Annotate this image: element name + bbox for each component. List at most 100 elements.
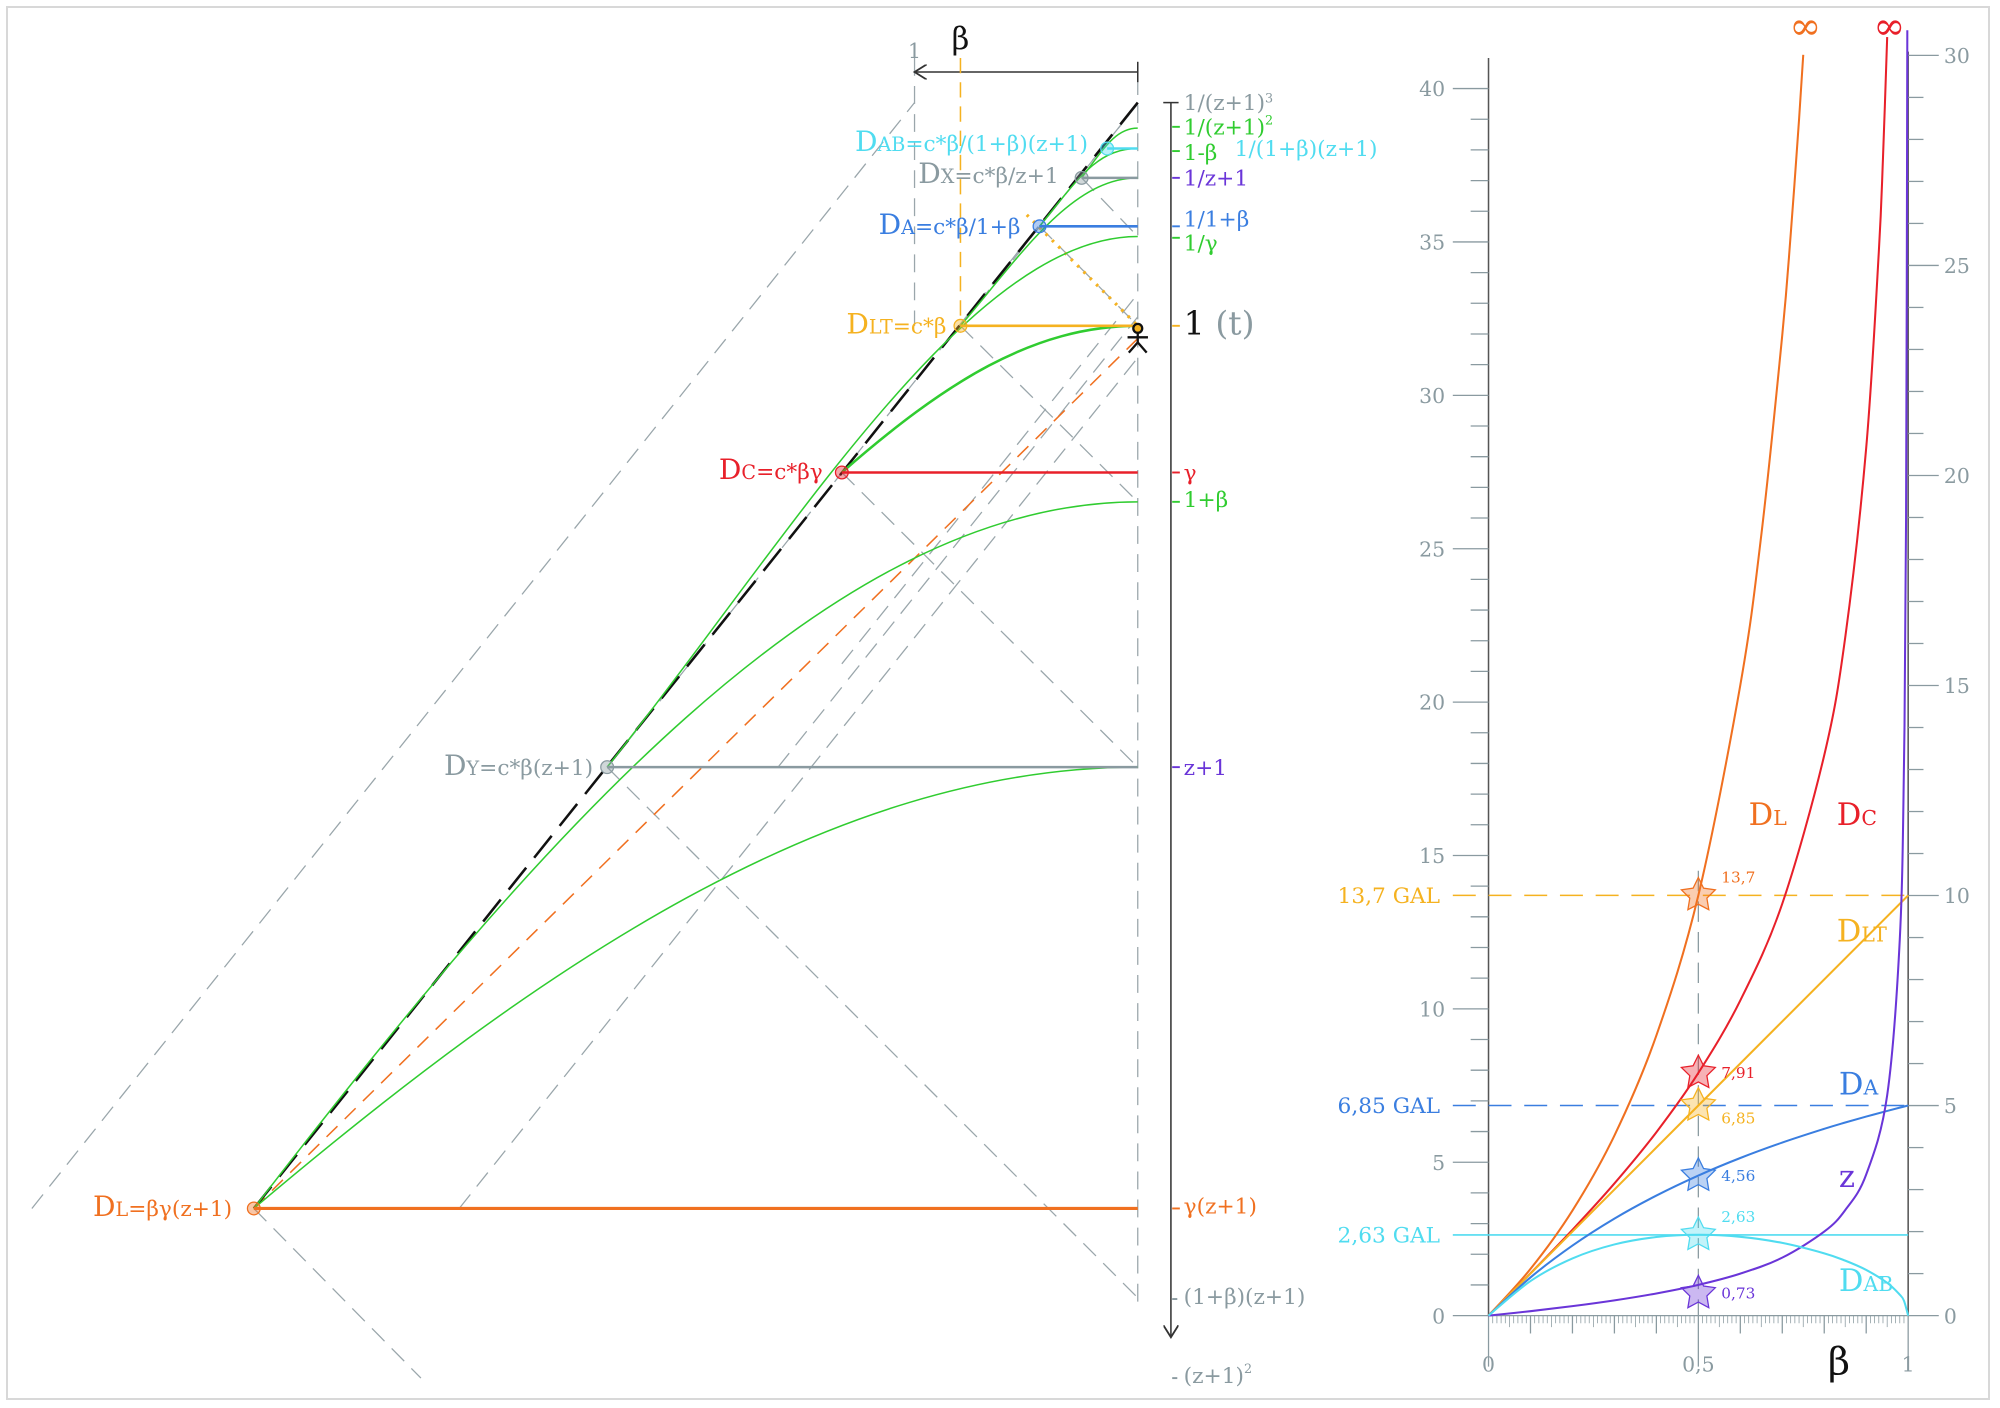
- dy-label: DY=c*β(z+1): [444, 749, 593, 782]
- marker-value-label: 4,56: [1721, 1167, 1755, 1185]
- tick-1b-z1: (1+β)(z+1): [1184, 1285, 1306, 1310]
- orange-dashed-line: [253, 338, 1139, 1210]
- tick-inv-z1-cubed: 1/(z+1)3: [1184, 91, 1274, 116]
- right-tick-label: 25: [1944, 254, 1970, 278]
- left-tick-label: 30: [1419, 384, 1445, 408]
- tick-inv-1b-z1: 1/(1+β)(z+1): [1235, 137, 1378, 162]
- left-tick-label: 15: [1419, 844, 1445, 868]
- series-label-DA: DA: [1839, 1068, 1879, 1103]
- dab-point: [1100, 141, 1115, 156]
- reference-label: 13,7 GAL: [1338, 884, 1441, 909]
- dab-label: DAB=c*β/(1+β)(z+1): [855, 125, 1088, 158]
- star-marker: [1680, 1156, 1717, 1192]
- marker-value-label: 7,91: [1721, 1064, 1755, 1082]
- tick-gamma: γ: [1184, 461, 1197, 486]
- light-cone-diagram: [31, 57, 1180, 1380]
- gray-dashed-lines: [31, 57, 1139, 1379]
- tick-z1-squared: (z+1)2: [1184, 1362, 1252, 1389]
- right-tick-label: 10: [1944, 884, 1970, 908]
- series-line-DA: [1487, 1104, 1909, 1317]
- left-tick-label: 20: [1419, 691, 1445, 715]
- tick-1-plus-beta: 1+β: [1184, 488, 1228, 513]
- figure-frame: [6, 6, 1990, 1400]
- green-curves: [253, 127, 1138, 1210]
- dl-label: DL=βγ(z+1): [93, 1190, 232, 1223]
- tick-inv-z1: 1/z+1: [1184, 167, 1248, 192]
- series-group: [1487, 30, 1910, 1317]
- left-tick-label: 10: [1419, 997, 1445, 1021]
- dlt-label: DLT=c*β: [846, 307, 946, 340]
- series-label-z: z: [1839, 1160, 1855, 1195]
- light-line: [252, 101, 1139, 1210]
- one-label: 1: [908, 39, 921, 63]
- dlt-point: [953, 318, 968, 333]
- series-label-main: z: [1839, 1160, 1855, 1195]
- right-tick-label: 15: [1944, 674, 1970, 698]
- tick-1-minus-beta: 1-β: [1184, 141, 1218, 166]
- series-line-DL: [1487, 54, 1805, 1317]
- right-tick-label: 5: [1944, 1094, 1957, 1118]
- series-label-DC: DC: [1837, 798, 1877, 833]
- dl-point: [246, 1201, 261, 1216]
- series-line-z: [1488, 30, 1909, 1317]
- x-tick-label: 0: [1482, 1353, 1495, 1377]
- star-marker: [1680, 876, 1717, 911]
- star-marker: [1680, 1053, 1717, 1089]
- x-tick-label: 1: [1902, 1353, 1915, 1377]
- tick-one-t: 1 (t): [1184, 304, 1255, 343]
- series-label-DLT: DLT: [1837, 914, 1887, 949]
- left-tick-label: 0: [1432, 1304, 1445, 1328]
- dc-point: [834, 465, 849, 480]
- tick-gamma-z1: γ(z+1): [1184, 1195, 1257, 1220]
- series-label-main: D: [1837, 914, 1862, 949]
- time-axis-ticks: [1172, 125, 1180, 1380]
- reference-label: 2,63 GAL: [1338, 1224, 1441, 1249]
- series-label-main: D: [1749, 798, 1774, 833]
- marker-value-label: 0,73: [1721, 1284, 1755, 1302]
- right-tick-label: 20: [1944, 464, 1970, 488]
- beta-label: β: [952, 22, 970, 57]
- right-tick-label: 0: [1944, 1304, 1957, 1328]
- infinity-label: ∞: [1789, 4, 1821, 49]
- left-tick-label: 25: [1419, 537, 1445, 561]
- series-label-DAB: DAB: [1839, 1264, 1893, 1299]
- right-tick-label: 30: [1944, 44, 1970, 68]
- dc-label: DC=c*βγ: [719, 453, 823, 486]
- tick-z-plus-1: z+1: [1184, 756, 1227, 781]
- series-line-DAB: [1487, 1233, 1910, 1317]
- dx-point: [1074, 170, 1089, 185]
- reference-label: 6,85 GAL: [1338, 1094, 1441, 1119]
- marker-value-label: 6,85: [1721, 1109, 1755, 1127]
- stick-figure-icon: [1127, 322, 1148, 354]
- left-tick-label: 40: [1419, 77, 1445, 101]
- x-axis-label: β: [1828, 1339, 1850, 1384]
- series-label-sub: C: [1861, 806, 1877, 830]
- distance-chart: 0 5 10 15 20 25 30 35 40 0 5 10 15 20 25 30 0 0,5 1 β 13,7 G…: [1338, 4, 1970, 1384]
- left-tick-label: 35: [1419, 231, 1445, 255]
- series-label-main: D: [1839, 1264, 1864, 1299]
- left-tick-label: 5: [1432, 1151, 1445, 1175]
- series-label-main: D: [1837, 798, 1862, 833]
- da-label: DA=c*β/1+β: [879, 208, 1021, 241]
- time-axis-labels: 1/(z+1)3 1/(z+1)2 1/(1+β)(z+1) 1-β 1/z+1…: [1184, 91, 1378, 1389]
- infinity-label: ∞: [1873, 4, 1905, 49]
- da-point: [1032, 219, 1047, 234]
- tick-inv-1-plus-beta: 1/1+β: [1184, 207, 1250, 232]
- dy-point: [600, 760, 615, 775]
- tick-inv-gamma: 1/γ: [1184, 232, 1218, 257]
- series-label-sub: LT: [1861, 922, 1887, 946]
- marker-value-label: 13,7: [1721, 869, 1755, 887]
- series-label-DL: DL: [1749, 798, 1788, 833]
- x-tick-label: 0,5: [1682, 1353, 1714, 1377]
- tick-inv-z1-squared: 1/(z+1)2: [1184, 113, 1274, 140]
- series-line-DC: [1487, 36, 1889, 1317]
- series-line-DLT: [1487, 894, 1909, 1317]
- series-label-sub: AB: [1862, 1272, 1893, 1296]
- star-marker: [1680, 1086, 1717, 1122]
- marker-value-label: 2,63: [1721, 1208, 1755, 1226]
- dx-label: DX=c*β/z+1: [918, 157, 1058, 190]
- series-label-main: D: [1839, 1068, 1864, 1103]
- star-marker: [1680, 1273, 1717, 1309]
- star-marker: [1680, 1215, 1717, 1251]
